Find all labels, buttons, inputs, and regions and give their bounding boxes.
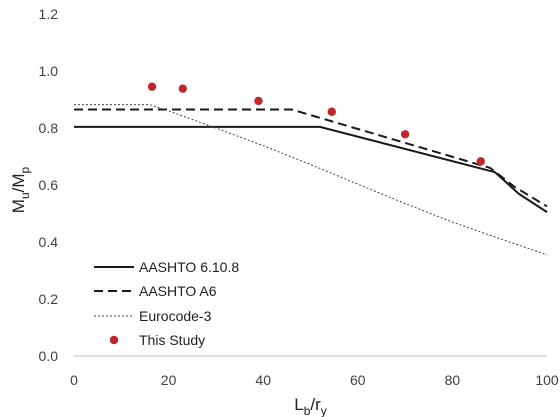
- series-aashto-6-10-8: [74, 125, 548, 213]
- y-tick-label: 1.2: [39, 6, 59, 22]
- legend-item-aashto-6-10-8: AASHTO 6.10.8: [94, 259, 239, 275]
- series-line: [74, 125, 548, 213]
- y-tick-labels: 0.0 0.2 0.4 0.6 0.8 1.0 1.2: [39, 6, 59, 364]
- y-axis-title-sub2: p: [18, 166, 32, 173]
- legend-label: This Study: [139, 332, 205, 348]
- series-layer: [74, 82, 548, 256]
- y-tick-label: 0.8: [39, 120, 59, 136]
- y-tick-label: 1.0: [39, 63, 59, 79]
- plot-area: 0 20 40 60 80 100 0.0 0.2 0.4 0.6 0.8 1.0 1.2: [39, 6, 559, 388]
- series-line: [74, 104, 548, 256]
- legend-label: Eurocode-3: [139, 308, 212, 324]
- legend-marker: [109, 335, 119, 345]
- legend-item-aashto-a6: AASHTO A6: [94, 283, 217, 299]
- x-axis-title-sub1: b: [304, 404, 311, 417]
- x-tick-label: 80: [445, 372, 461, 388]
- x-tick-label: 40: [255, 372, 271, 388]
- x-axis-title: Lb/ry: [294, 395, 327, 417]
- data-point: [476, 157, 485, 166]
- data-point: [254, 96, 263, 106]
- data-point: [400, 130, 410, 139]
- series-this-study: [147, 82, 485, 166]
- y-axis-title-mid: /M: [9, 173, 28, 192]
- y-axis-title: Mu/Mp: [9, 166, 32, 213]
- legend: AASHTO 6.10.8 AASHTO A6 Eurocode-3 This Stu…: [94, 259, 239, 348]
- x-tick-labels: 0 20 40 60 80 100: [70, 372, 559, 388]
- y-tick-label: 0.2: [39, 291, 59, 307]
- x-tick-label: 100: [535, 372, 559, 388]
- series-aashto-a6: [74, 108, 548, 208]
- y-tick-label: 0.4: [39, 234, 59, 250]
- series-eurocode-3: [74, 104, 548, 256]
- series-line: [74, 108, 548, 208]
- x-tick-label: 0: [70, 372, 78, 388]
- data-point: [147, 82, 157, 91]
- x-tick-label: 60: [350, 372, 366, 388]
- data-point: [178, 84, 187, 93]
- y-tick-label: 0.6: [39, 177, 59, 193]
- legend-item-eurocode-3: Eurocode-3: [94, 308, 212, 324]
- y-axis-title-sub1: u: [18, 192, 32, 199]
- y-tick-label: 0.0: [39, 348, 59, 364]
- x-axis-title-main: L: [294, 395, 303, 414]
- legend-label: AASHTO 6.10.8: [139, 259, 239, 275]
- data-point: [327, 107, 336, 116]
- legend-label: AASHTO A6: [139, 283, 217, 299]
- x-tick-label: 20: [161, 372, 177, 388]
- x-axis-title-mid: /r: [310, 395, 321, 414]
- y-axis-title-main: M: [9, 199, 28, 213]
- legend-item-this-study: This Study: [109, 332, 205, 348]
- x-axis-title-sub2: y: [321, 404, 327, 417]
